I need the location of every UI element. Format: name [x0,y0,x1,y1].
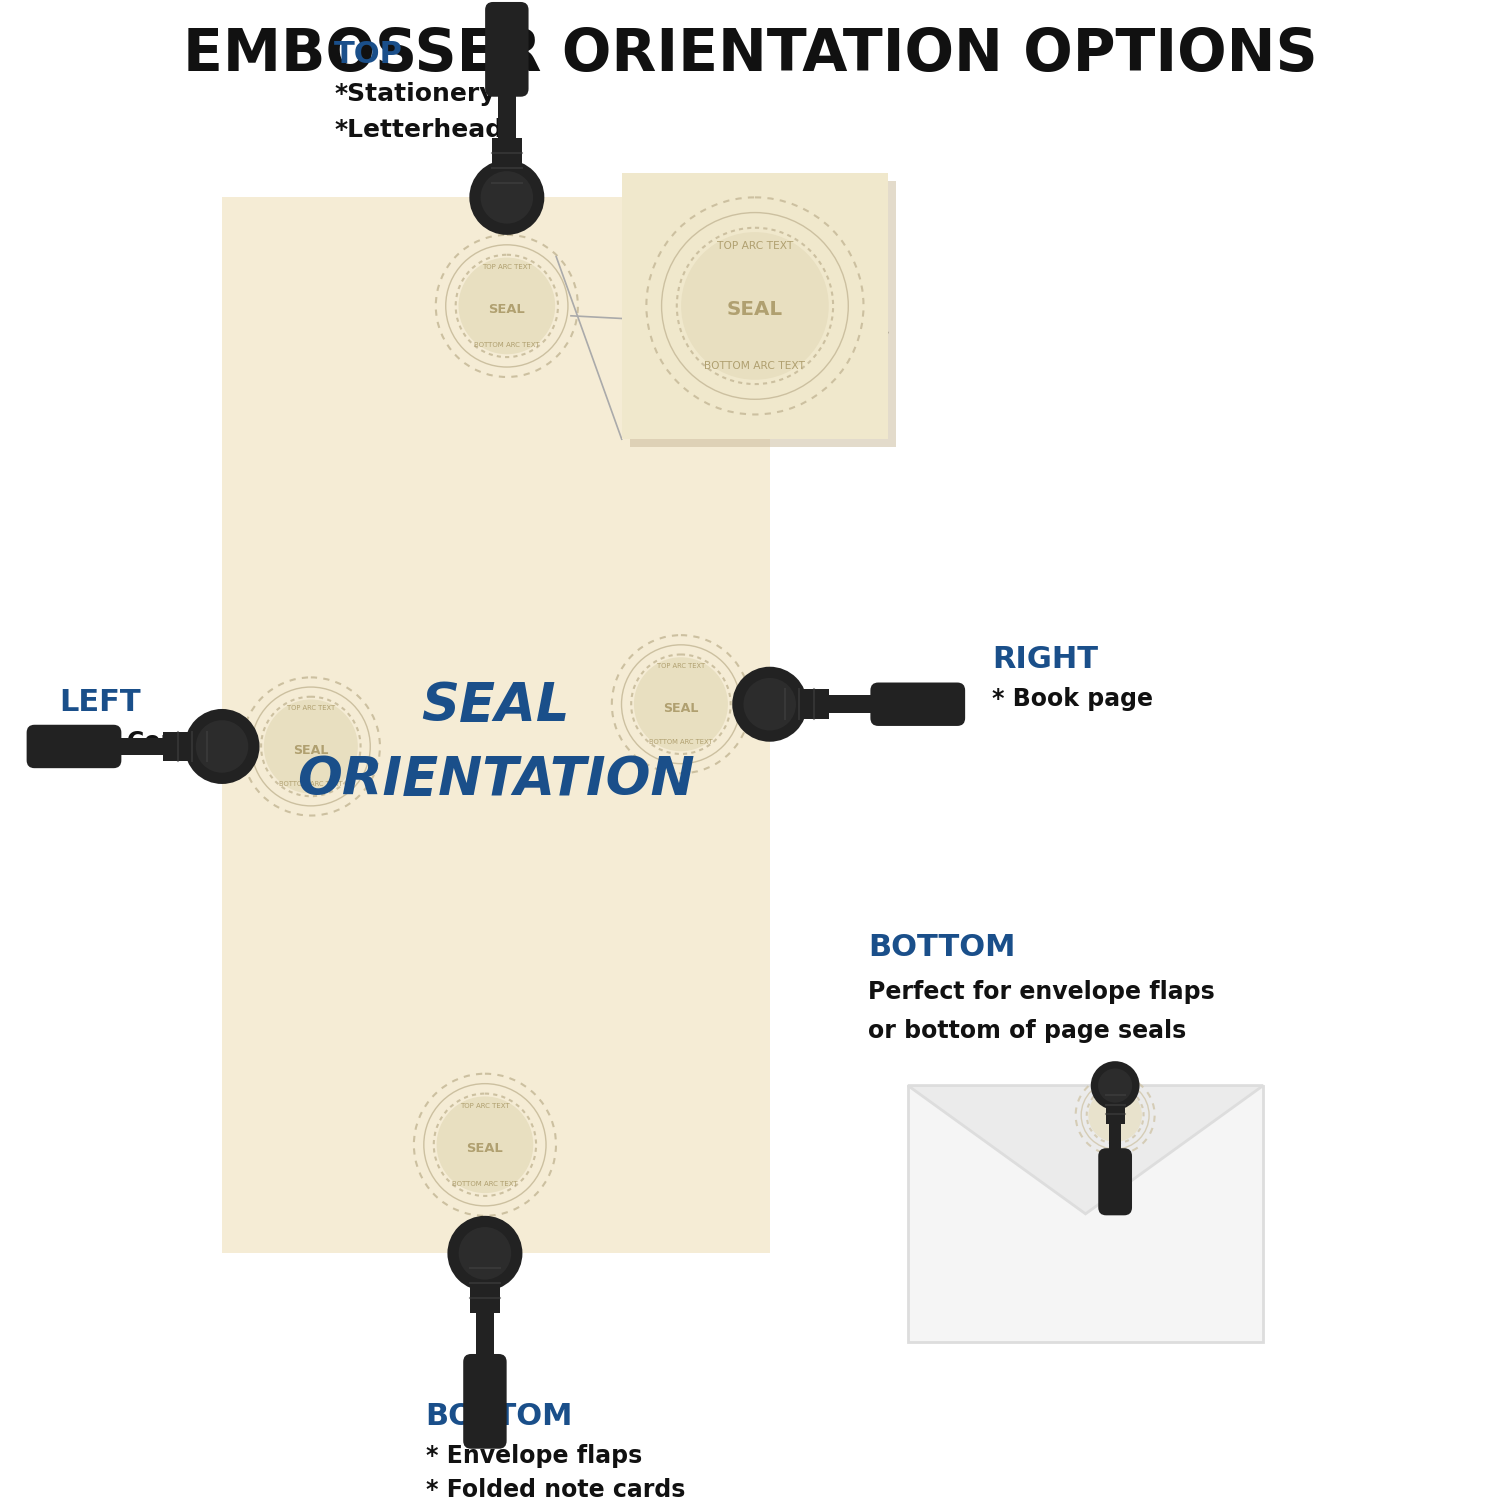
Text: SEAL: SEAL [422,680,570,732]
Text: or bottom of page seals: or bottom of page seals [868,1020,1186,1044]
Circle shape [264,699,358,794]
FancyBboxPatch shape [1098,1148,1132,1215]
Text: BOTTOM: BOTTOM [426,1401,573,1431]
Circle shape [196,720,249,772]
FancyBboxPatch shape [484,2,528,96]
Text: BOTTOM ARC TEXT: BOTTOM ARC TEXT [705,360,806,370]
Text: SEAL: SEAL [728,300,783,320]
Text: BOTTOM ARC TEXT: BOTTOM ARC TEXT [279,782,342,788]
Text: TOP ARC TEXT: TOP ARC TEXT [460,1102,510,1108]
Text: BOTTOM ARC TEXT: BOTTOM ARC TEXT [452,1180,518,1186]
Text: BOTTOM: BOTTOM [868,933,1016,962]
Text: BOTTOM ARC TEXT: BOTTOM ARC TEXT [650,740,712,746]
Text: LEFT: LEFT [58,687,141,717]
Text: TOP ARC TEXT: TOP ARC TEXT [286,705,334,711]
Bar [470,1254,500,1312]
FancyBboxPatch shape [27,724,122,768]
Bar [114,738,164,756]
Text: EMBOSSER ORIENTATION OPTIONS: EMBOSSER ORIENTATION OPTIONS [183,26,1317,82]
Text: *Not Common: *Not Common [58,729,243,753]
Text: BOTTOM ARC TEXT: BOTTOM ARC TEXT [474,342,540,348]
FancyBboxPatch shape [464,1354,507,1449]
FancyBboxPatch shape [870,682,964,726]
Text: TOP ARC TEXT: TOP ARC TEXT [482,264,531,270]
Text: TOP ARC TEXT: TOP ARC TEXT [717,242,794,250]
Bar [908,1086,1263,1342]
Text: * Envelope flaps: * Envelope flaps [426,1443,642,1467]
Circle shape [436,1096,532,1192]
Text: * Book page: * Book page [992,687,1154,711]
Text: Perfect for envelope flaps: Perfect for envelope flaps [868,980,1215,1004]
Bar [1110,1124,1120,1156]
Bar [476,1312,494,1362]
Bar [770,690,830,718]
Text: SEAL: SEAL [466,1142,504,1155]
Circle shape [681,232,830,380]
Text: RIGHT: RIGHT [992,645,1098,675]
Circle shape [1090,1060,1140,1110]
Circle shape [184,710,260,785]
Text: *Stationery: *Stationery [334,82,495,106]
Text: *Letterhead: *Letterhead [334,118,504,142]
Bar [630,180,896,447]
Circle shape [459,258,555,354]
Polygon shape [908,1086,1263,1214]
Bar [830,696,879,712]
Text: ORIENTATION: ORIENTATION [297,753,694,806]
Bar [621,172,888,440]
Circle shape [634,657,728,752]
Bar [492,138,522,198]
Bar [498,88,516,138]
Circle shape [470,160,544,236]
Text: TOP: TOP [334,40,404,69]
Text: SEAL: SEAL [663,702,699,714]
Bar [1106,1086,1125,1124]
Text: SEAL: SEAL [1106,1116,1125,1122]
Circle shape [1089,1089,1142,1142]
Circle shape [459,1227,512,1280]
Text: SEAL: SEAL [292,744,328,758]
Bar [222,198,770,1254]
Text: TOP ARC TEXT: TOP ARC TEXT [657,663,705,669]
Text: * Folded note cards: * Folded note cards [426,1478,686,1500]
Circle shape [447,1216,522,1292]
Circle shape [744,678,796,730]
Bar [164,732,222,762]
Circle shape [480,171,532,224]
Circle shape [1098,1068,1132,1102]
Circle shape [732,666,807,741]
Text: SEAL: SEAL [489,303,525,316]
